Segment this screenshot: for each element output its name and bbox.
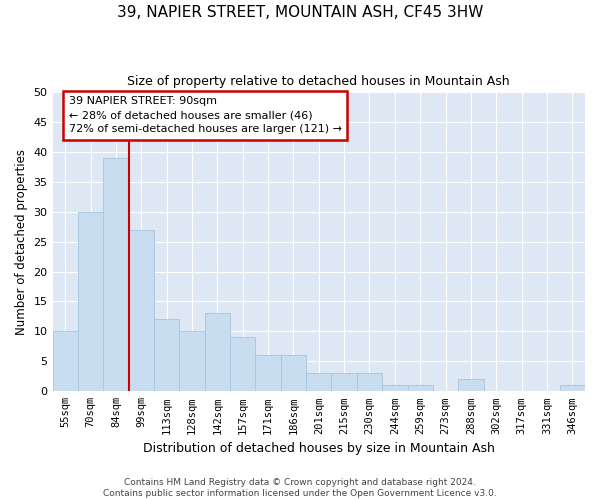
Y-axis label: Number of detached properties: Number of detached properties	[15, 148, 28, 334]
Bar	[179, 332, 205, 392]
Bar	[78, 212, 103, 392]
Bar	[281, 356, 306, 392]
Bar	[256, 356, 281, 392]
Bar	[306, 374, 331, 392]
Bar	[53, 332, 78, 392]
Text: 39 NAPIER STREET: 90sqm
← 28% of detached houses are smaller (46)
72% of semi-de: 39 NAPIER STREET: 90sqm ← 28% of detache…	[68, 96, 341, 134]
Text: Contains HM Land Registry data © Crown copyright and database right 2024.
Contai: Contains HM Land Registry data © Crown c…	[103, 478, 497, 498]
Bar	[382, 386, 407, 392]
Title: Size of property relative to detached houses in Mountain Ash: Size of property relative to detached ho…	[127, 75, 510, 88]
Bar	[458, 380, 484, 392]
Bar	[205, 314, 230, 392]
Bar	[560, 386, 585, 392]
Bar	[103, 158, 128, 392]
Bar	[128, 230, 154, 392]
Bar	[331, 374, 357, 392]
Bar	[357, 374, 382, 392]
X-axis label: Distribution of detached houses by size in Mountain Ash: Distribution of detached houses by size …	[143, 442, 495, 455]
Bar	[154, 320, 179, 392]
Bar	[230, 338, 256, 392]
Bar	[407, 386, 433, 392]
Text: 39, NAPIER STREET, MOUNTAIN ASH, CF45 3HW: 39, NAPIER STREET, MOUNTAIN ASH, CF45 3H…	[117, 5, 483, 20]
